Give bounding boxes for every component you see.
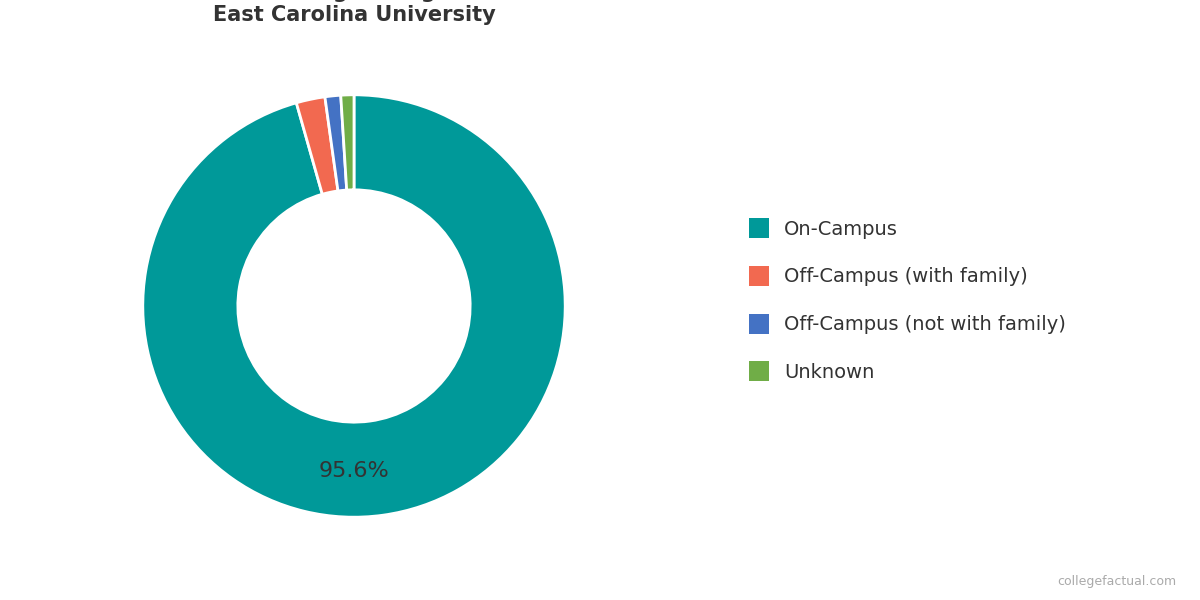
Wedge shape [325,95,347,191]
Text: collegefactual.com: collegefactual.com [1057,575,1176,588]
Wedge shape [143,95,565,517]
Title: Freshmen Living Arrangements at
East Carolina University: Freshmen Living Arrangements at East Car… [154,0,554,25]
Text: 95.6%: 95.6% [319,461,389,481]
Legend: On-Campus, Off-Campus (with family), Off-Campus (not with family), Unknown: On-Campus, Off-Campus (with family), Off… [730,199,1086,401]
Wedge shape [341,95,354,190]
Wedge shape [296,97,338,194]
